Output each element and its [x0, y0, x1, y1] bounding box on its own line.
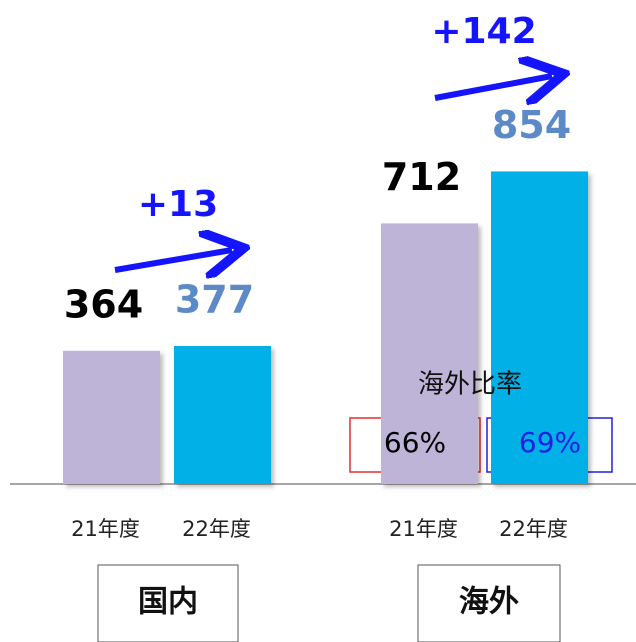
data-label: 364 — [64, 282, 143, 326]
annotation: +13 — [138, 184, 218, 225]
annotation: +142 — [431, 11, 536, 52]
x-tick-label: 22年度 — [182, 517, 251, 541]
data-label: 377 — [175, 278, 254, 322]
category-label: 国内 — [138, 585, 198, 620]
x-tick-label: 21年度 — [389, 517, 458, 541]
category-box — [417, 564, 561, 642]
x-tick-label: 21年度 — [71, 517, 140, 541]
category-label: 海外 — [459, 585, 519, 620]
bar — [381, 223, 478, 484]
category-box — [97, 564, 239, 642]
arrow — [434, 76, 552, 98]
data-label: 854 — [492, 103, 571, 147]
ratio-label: 69% — [519, 426, 581, 459]
x-tick-label: 22年度 — [499, 517, 568, 541]
data-label: 712 — [382, 155, 461, 199]
arrow — [114, 250, 232, 270]
bar — [491, 171, 588, 484]
bar — [63, 350, 160, 484]
ratio-title: 海外比率 — [418, 370, 522, 400]
ratio-label: 66% — [384, 426, 446, 459]
bar — [174, 346, 271, 484]
